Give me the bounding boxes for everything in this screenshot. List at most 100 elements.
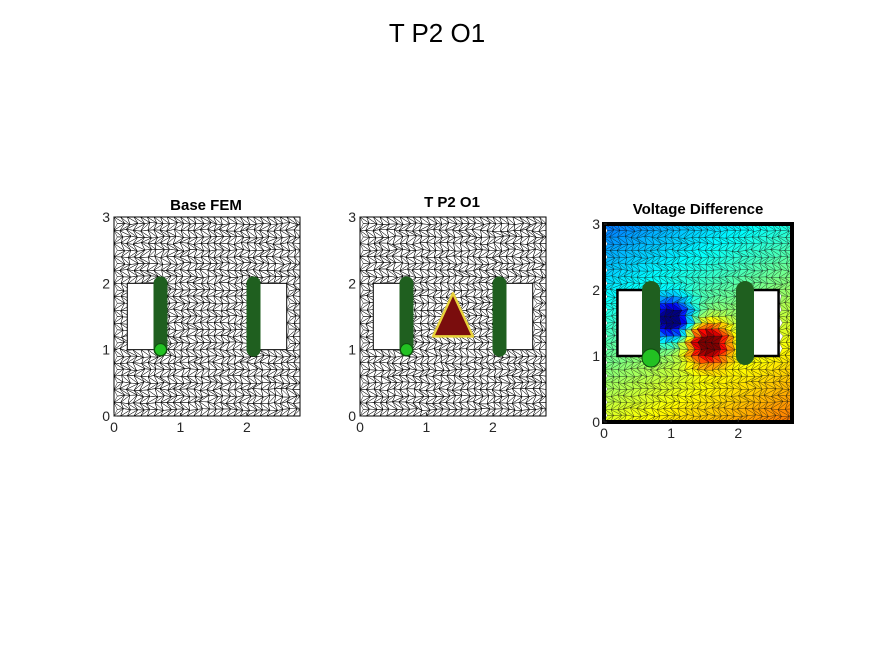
mesh-element — [377, 242, 391, 252]
mesh-element — [539, 236, 547, 244]
mesh-element — [259, 216, 272, 225]
mesh-element — [205, 348, 218, 356]
mesh-element — [359, 322, 370, 331]
mesh-element — [292, 309, 301, 318]
mesh-element — [133, 230, 145, 238]
mesh-element — [219, 375, 232, 383]
mesh-element — [292, 236, 301, 244]
mesh-element — [292, 328, 301, 337]
mesh-element — [186, 229, 198, 238]
mesh-element — [272, 369, 285, 378]
mesh-element — [397, 401, 411, 410]
y-tick-label: 1 — [592, 348, 600, 364]
mesh-element — [113, 223, 126, 231]
x-tick-label: 2 — [489, 419, 497, 435]
mesh-element — [179, 237, 191, 243]
mesh-element — [260, 369, 272, 377]
mesh-element — [259, 403, 271, 411]
mesh-element — [359, 230, 370, 238]
y-tick-label: 1 — [102, 342, 110, 358]
mesh-element — [280, 388, 290, 398]
mesh-element — [464, 235, 478, 244]
mesh-element — [172, 336, 184, 343]
mesh-element — [378, 389, 390, 398]
mesh-element — [166, 275, 178, 285]
mesh-element — [359, 369, 371, 377]
mesh-element — [512, 235, 523, 244]
fem-mesh — [603, 223, 793, 423]
mesh-element — [113, 329, 124, 338]
mesh-element — [292, 289, 301, 296]
mesh-element — [173, 222, 185, 230]
mesh-element — [438, 395, 451, 404]
mesh-element — [391, 401, 404, 410]
mesh-element — [424, 276, 439, 284]
mesh-element — [293, 322, 301, 331]
inclusion-triangle — [431, 292, 475, 338]
mesh-element — [464, 229, 478, 238]
mesh-element — [207, 355, 219, 363]
mesh-element — [367, 276, 378, 285]
x-tick-label: 0 — [110, 419, 118, 435]
mesh-element — [133, 381, 145, 391]
electrode-highlight — [154, 343, 167, 357]
mesh-element — [513, 356, 524, 364]
mesh-element — [453, 268, 464, 277]
y-tick-label: 3 — [592, 216, 600, 232]
mesh-element — [499, 242, 510, 250]
mesh-element — [472, 368, 484, 377]
mesh-element — [219, 262, 231, 270]
mesh-element — [133, 216, 145, 225]
axes-box — [359, 216, 547, 417]
x-tick-label: 1 — [667, 425, 675, 441]
mesh-element — [173, 342, 185, 350]
mesh-element — [260, 375, 272, 383]
mesh-element — [172, 329, 185, 338]
mesh-element — [398, 374, 410, 383]
mesh-element — [405, 250, 417, 258]
mesh-element — [232, 216, 245, 225]
mesh-element — [218, 243, 231, 251]
x-tick-label: 1 — [177, 419, 185, 435]
mesh-element — [199, 295, 211, 304]
y-tick-label: 2 — [592, 282, 600, 298]
mesh-element — [113, 381, 124, 390]
mesh-element — [273, 394, 284, 404]
panel-t-p2-o1: T P2 O1 0 1 2 0 1 2 3 — [348, 194, 547, 435]
mesh-element — [172, 395, 186, 404]
mesh-element — [433, 250, 445, 258]
mesh-element — [253, 237, 264, 244]
mesh-element — [178, 275, 192, 284]
mesh-element — [538, 349, 547, 357]
mesh-element — [219, 229, 231, 237]
mesh-element — [145, 270, 159, 277]
mesh-element — [519, 249, 531, 258]
mesh-element — [126, 355, 139, 364]
panel-voltage-difference: Voltage Difference 0 1 2 0 1 2 3 — [592, 201, 794, 441]
mesh-element — [286, 328, 298, 338]
mesh-element — [154, 355, 165, 364]
mesh-element — [218, 282, 231, 292]
x-tick-label: 2 — [243, 419, 251, 435]
mesh-element — [378, 229, 390, 239]
mesh-element — [538, 223, 547, 232]
mesh-element — [186, 409, 198, 417]
mesh-element — [378, 262, 392, 270]
mesh-element — [506, 369, 517, 376]
mesh-element — [258, 262, 270, 271]
x-tick-label: 2 — [734, 425, 742, 441]
mesh-element — [127, 256, 139, 264]
mesh-element — [153, 263, 164, 271]
figure-title: T P2 O1 — [389, 18, 485, 48]
x-tick-label: 1 — [423, 419, 431, 435]
mesh-element — [292, 369, 301, 377]
mesh-element — [125, 243, 138, 252]
mesh-element — [265, 216, 278, 225]
y-tick-label: 0 — [348, 408, 356, 424]
y-tick-label: 0 — [102, 408, 110, 424]
mesh-element — [113, 316, 124, 324]
mesh-element — [113, 263, 126, 271]
mesh-element — [458, 341, 471, 350]
mesh-element — [220, 395, 232, 403]
mesh-element — [239, 262, 252, 271]
